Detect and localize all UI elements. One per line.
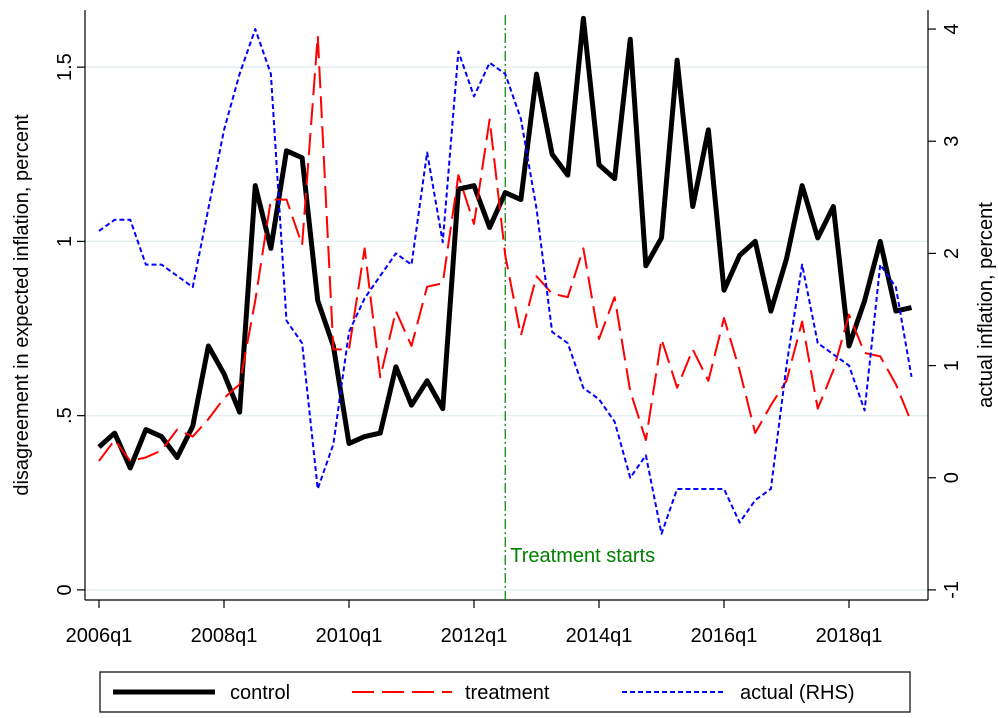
legend-box: [99, 671, 911, 713]
x-tick-label: 2018q1: [816, 625, 883, 647]
y2-tick-label: 3: [941, 136, 963, 147]
series-line: [98, 34, 913, 462]
series-line: [98, 28, 913, 535]
y2-tick-label: -1: [941, 581, 963, 599]
y-tick-label: 1.5: [54, 53, 76, 81]
y-tick-label: .5: [54, 407, 76, 424]
legend-label: actual (RHS): [740, 682, 854, 704]
y2-tick-label: 0: [941, 472, 963, 483]
legend-label: control: [230, 682, 290, 704]
y2-axis-label: actual inflation, percent: [975, 202, 997, 408]
x-tick-label: 2012q1: [441, 625, 508, 647]
y2-tick-label: 1: [941, 360, 963, 371]
y-tick-label: 1: [54, 236, 76, 247]
x-tick-label: 2008q1: [191, 625, 258, 647]
y2-tick-label: 4: [941, 24, 963, 35]
series-line: [97, 15, 913, 471]
y-axis-label: disagreement in expected inflation, perc…: [11, 114, 33, 496]
x-tick-label: 2014q1: [566, 625, 633, 647]
x-tick-label: 2010q1: [316, 625, 383, 647]
legend-label: treatment: [465, 682, 550, 704]
y2-tick-label: 2: [941, 248, 963, 259]
x-tick-label: 2006q1: [66, 625, 133, 647]
annotation: Treatment starts: [510, 545, 655, 567]
x-tick-label: 2016q1: [691, 625, 758, 647]
y-tick-label: 0: [54, 584, 76, 595]
